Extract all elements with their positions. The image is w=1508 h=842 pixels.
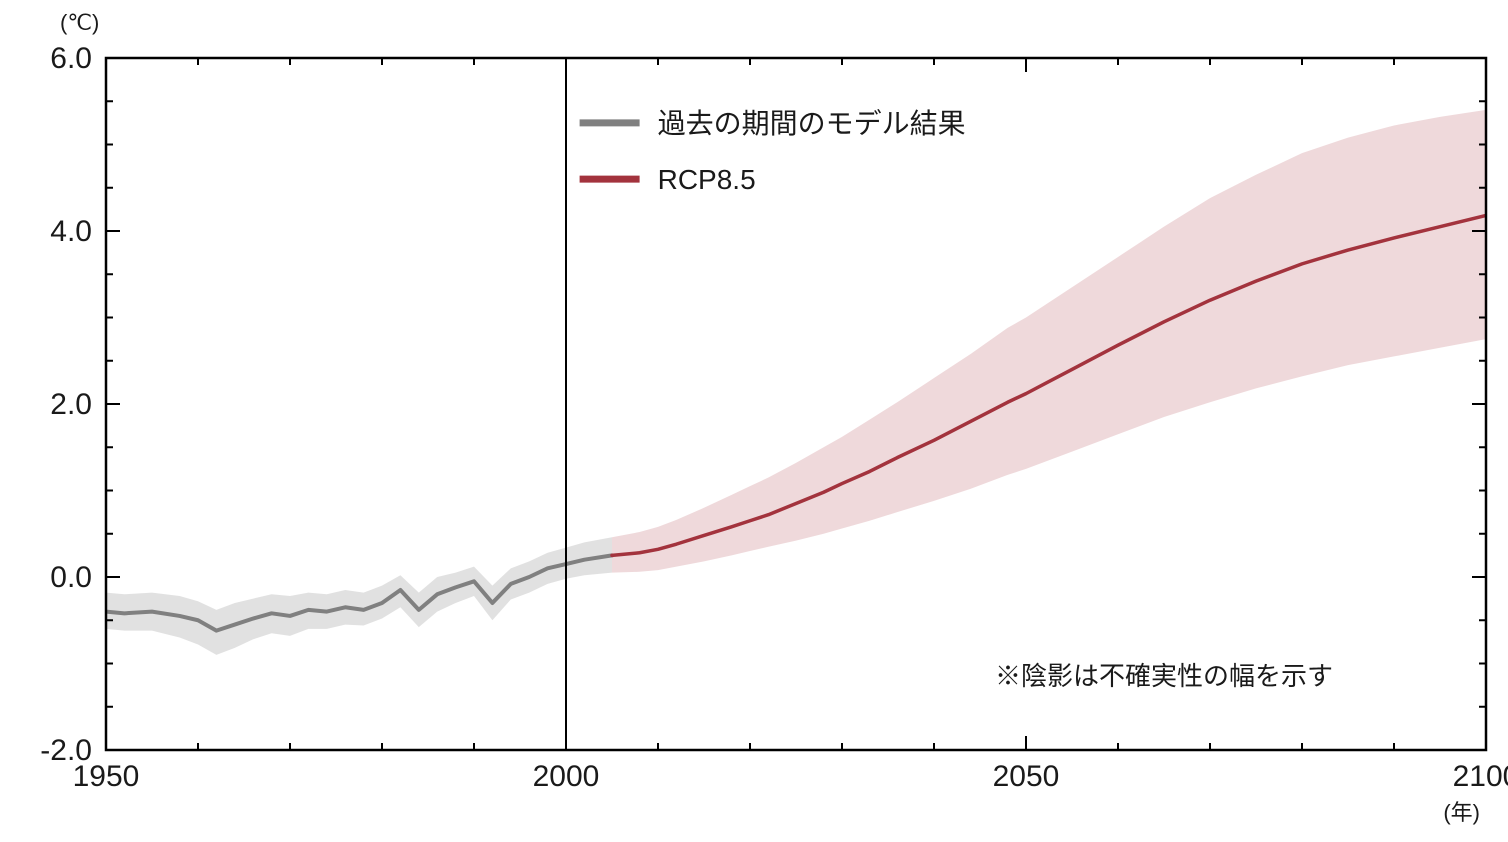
x-unit-label: (年): [1443, 800, 1480, 825]
legend-label: RCP8.5: [658, 164, 756, 195]
y-tick-label: 4.0: [50, 215, 92, 248]
legend-label: 過去の期間のモデル結果: [658, 108, 966, 139]
y-tick-label: -2.0: [40, 734, 92, 767]
x-tick-label: 2000: [533, 760, 600, 793]
y-unit-label: (℃): [60, 10, 99, 35]
temperature-projection-chart: 1950200020502100-2.00.02.04.06.0(℃)(年)過去…: [0, 0, 1508, 842]
x-tick-label: 2100: [1453, 760, 1508, 793]
x-tick-label: 2050: [993, 760, 1060, 793]
y-tick-label: 6.0: [50, 42, 92, 75]
y-tick-label: 0.0: [50, 561, 92, 594]
y-tick-label: 2.0: [50, 388, 92, 421]
uncertainty-note: ※陰影は不確実性の幅を示す: [995, 661, 1333, 691]
